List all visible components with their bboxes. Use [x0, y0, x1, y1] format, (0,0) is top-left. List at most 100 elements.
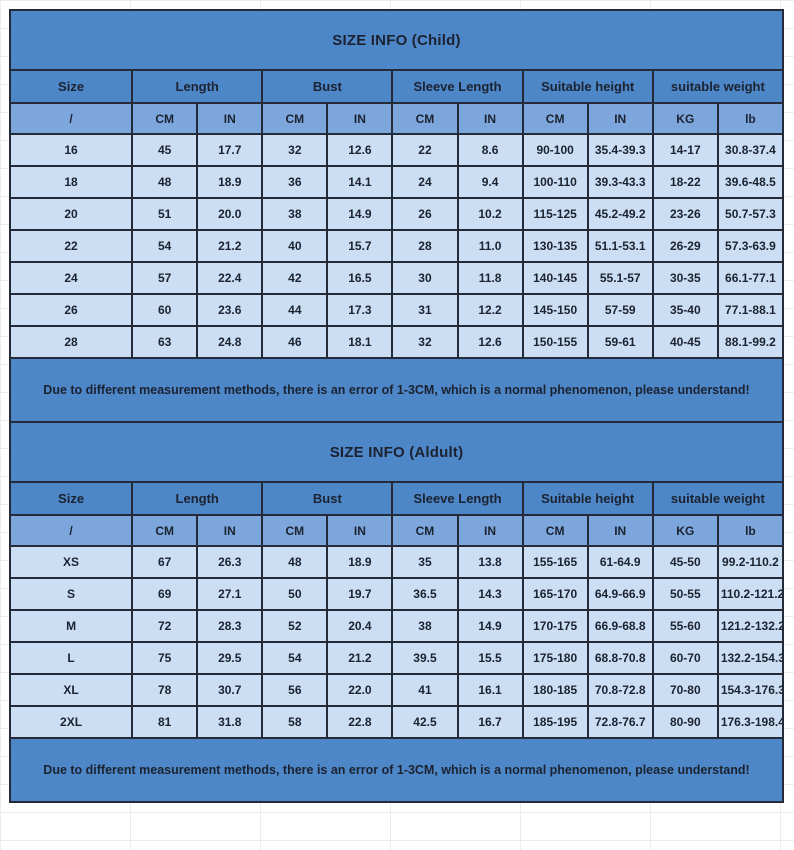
size-cell: 18 [8, 165, 134, 199]
value-cell: 35 [391, 545, 459, 579]
value-cell: 115-125 [521, 197, 589, 231]
value-cell: 100-110 [521, 165, 589, 199]
value-cell: 11.0 [456, 229, 524, 263]
value-cell: 63 [131, 325, 199, 359]
value-cell: 44 [261, 293, 329, 327]
value-cell: 23.6 [196, 293, 264, 327]
value-cell: 28.3 [196, 609, 264, 643]
table-row: 18 48 18.9 36 14.1 24 9.4 100-110 39.3-43.3 18-22… [8, 165, 785, 199]
column-group-header: Sleeve Length [391, 481, 524, 516]
value-cell: 145-150 [521, 293, 589, 327]
value-cell: 176.3-198.4 [716, 705, 785, 739]
value-cell: 24 [391, 165, 459, 199]
table-row: 20 51 20.0 38 14.9 26 10.2 115-125 45.2-49.2 23-2… [8, 197, 785, 231]
value-cell: 24.8 [196, 325, 264, 359]
column-group-header: Length [131, 69, 264, 104]
value-cell: 30-35 [651, 261, 719, 295]
value-cell: 16.5 [326, 261, 394, 295]
value-cell: 35.4-39.3 [586, 133, 654, 167]
value-cell: 185-195 [521, 705, 589, 739]
value-cell: 40 [261, 229, 329, 263]
value-cell: 12.2 [456, 293, 524, 327]
value-cell: 51.1-53.1 [586, 229, 654, 263]
value-cell: 39.6-48.5 [716, 165, 785, 199]
unit-header: IN [586, 102, 654, 135]
value-cell: 69 [131, 577, 199, 611]
value-cell: 88.1-99.2 [716, 325, 785, 359]
value-cell: 45-50 [651, 545, 719, 579]
value-cell: 9.4 [456, 165, 524, 199]
column-group-header: Bust [261, 69, 394, 104]
value-cell: 27.1 [196, 577, 264, 611]
value-cell: 70-80 [651, 673, 719, 707]
value-cell: 12.6 [456, 325, 524, 359]
value-cell: 52 [261, 609, 329, 643]
unit-header: CM [391, 102, 459, 135]
value-cell: 54 [131, 229, 199, 263]
unit-header: IN [456, 514, 524, 547]
value-cell: 30 [391, 261, 459, 295]
value-cell: 14.9 [456, 609, 524, 643]
value-cell: 14-17 [651, 133, 719, 167]
unit-header: IN [586, 514, 654, 547]
value-cell: 16.1 [456, 673, 524, 707]
value-cell: 60-70 [651, 641, 719, 675]
value-cell: 23-26 [651, 197, 719, 231]
table-row: XS 67 26.3 48 18.9 35 13.8 155-165 61-64.9 45-50 9… [8, 545, 785, 579]
value-cell: 18.9 [196, 165, 264, 199]
value-cell: 8.6 [456, 133, 524, 167]
size-cell: 22 [8, 229, 134, 263]
value-cell: 67 [131, 545, 199, 579]
value-cell: 72.8-76.7 [586, 705, 654, 739]
value-cell: 39.3-43.3 [586, 165, 654, 199]
unit-header: lb [716, 514, 785, 547]
value-cell: 22.8 [326, 705, 394, 739]
value-cell: 50-55 [651, 577, 719, 611]
value-cell: 77.1-88.1 [716, 293, 785, 327]
unit-header: KG [651, 514, 719, 547]
value-cell: 155-165 [521, 545, 589, 579]
value-cell: 39.5 [391, 641, 459, 675]
value-cell: 66.1-77.1 [716, 261, 785, 295]
value-cell: 22.4 [196, 261, 264, 295]
unit-header: IN [196, 514, 264, 547]
column-group-header: Size [8, 481, 134, 516]
value-cell: 17.3 [326, 293, 394, 327]
table-row: 24 57 22.4 42 16.5 30 11.8 140-145 55.1-57 30-35 6… [8, 261, 785, 295]
value-cell: 150-155 [521, 325, 589, 359]
value-cell: 48 [131, 165, 199, 199]
value-cell: 99.2-110.2 [716, 545, 785, 579]
value-cell: 30.8-37.4 [716, 133, 785, 167]
value-cell: 59-61 [586, 325, 654, 359]
value-cell: 132.2-154.3 [716, 641, 785, 675]
column-group-header: Suitable height [521, 69, 654, 104]
table-row: 16 45 17.7 32 12.6 22 8.6 90-100 35.4-39.3 14-17 3… [8, 133, 785, 167]
column-group-header: Sleeve Length [391, 69, 524, 104]
value-cell: 10.2 [456, 197, 524, 231]
column-group-header: suitable weight [651, 481, 785, 516]
value-cell: 14.1 [326, 165, 394, 199]
measurement-note: Due to different measurement methods, th… [9, 357, 784, 423]
value-cell: 130-135 [521, 229, 589, 263]
value-cell: 15.5 [456, 641, 524, 675]
value-cell: 80-90 [651, 705, 719, 739]
value-cell: 42.5 [391, 705, 459, 739]
value-cell: 32 [391, 325, 459, 359]
table-row: XL 78 30.7 56 22.0 41 16.1 180-185 70.8-72.8 70-8… [8, 673, 785, 707]
value-cell: 11.8 [456, 261, 524, 295]
value-cell: 180-185 [521, 673, 589, 707]
size-info-sheet: SIZE INFO (Child) Size Length Bust Sleeve Le… [8, 9, 785, 803]
value-cell: 35-40 [651, 293, 719, 327]
unit-header: IN [456, 102, 524, 135]
value-cell: 81 [131, 705, 199, 739]
size-cell: S [8, 577, 134, 611]
value-cell: 165-170 [521, 577, 589, 611]
value-cell: 22.0 [326, 673, 394, 707]
column-group-header: Size [8, 69, 134, 104]
table-row: 2XL 81 31.8 58 22.8 42.5 16.7 185-195 72.8-76.7 8… [8, 705, 785, 739]
value-cell: 121.2-132.2 [716, 609, 785, 643]
value-cell: 58 [261, 705, 329, 739]
unit-header: CM [131, 102, 199, 135]
unit-header: lb [716, 102, 785, 135]
value-cell: 18-22 [651, 165, 719, 199]
